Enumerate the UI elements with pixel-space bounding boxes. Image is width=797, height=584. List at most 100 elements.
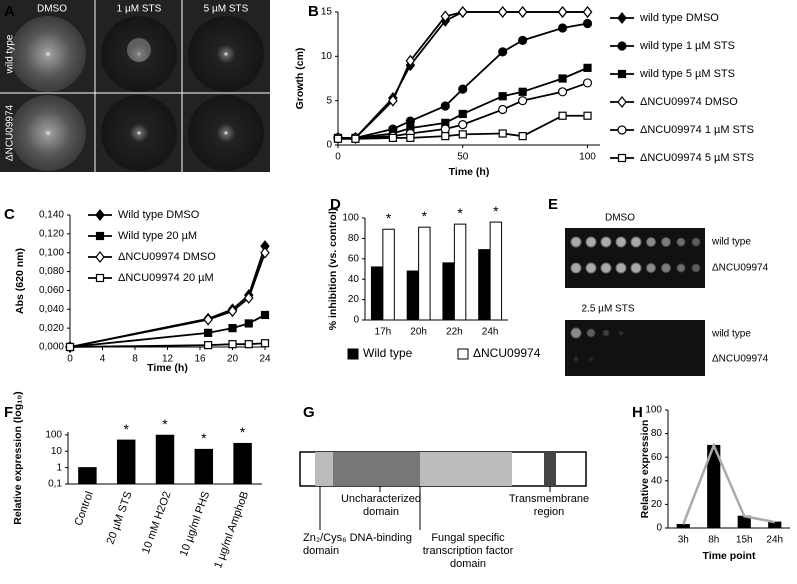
x-tick-label: Control: [73, 490, 96, 527]
y-tick-label: 80: [651, 428, 663, 439]
marker: [583, 111, 592, 120]
legend-label: ΔNCU09974 5 µM STS: [640, 152, 754, 164]
bar: [78, 467, 97, 485]
trend-line: [682, 442, 775, 525]
y-tick-label: 60: [651, 452, 663, 463]
y-tick-label: 0,140: [39, 210, 64, 221]
legend-swatch: [347, 348, 359, 360]
y-axis-label: Growth (cm): [294, 48, 306, 110]
bar: [116, 439, 136, 485]
x-tick-label: 20h: [410, 327, 427, 338]
x-tick-label: 24h: [482, 327, 499, 338]
marker: [557, 87, 568, 97]
marker: [458, 84, 468, 94]
marker: [228, 324, 237, 333]
y-tick-label: 0,040: [39, 304, 64, 315]
y-tick-label: 15: [321, 7, 333, 18]
x-tick-label: 3h: [678, 535, 689, 546]
x-tick-label: 20 µM STS: [105, 490, 135, 546]
legend-marker: [617, 41, 627, 51]
legend-label: wild type DMSO: [639, 12, 719, 24]
plate-photos: [0, 0, 270, 172]
y-tick-label: 40: [651, 475, 663, 486]
marker: [388, 94, 398, 107]
spot-strain: ΔNCU09974: [712, 354, 769, 365]
x-tick-label: 8: [132, 354, 138, 365]
marker: [518, 132, 527, 141]
x-tick-label: 24h: [766, 535, 783, 546]
marker: [558, 74, 567, 83]
x-tick-label: 22h: [446, 327, 463, 338]
legend-marker: [617, 153, 627, 163]
bar: [370, 266, 384, 321]
marker: [333, 134, 343, 143]
panel-letter: B: [308, 3, 319, 20]
x-tick-label: 15h: [736, 535, 753, 546]
y-tick-label: 20: [348, 294, 360, 305]
spot-condition: DMSO: [605, 213, 635, 224]
marker: [497, 6, 508, 18]
marker: [458, 130, 467, 139]
plate-column-label: 5 µM STS: [204, 4, 249, 15]
series-line: [338, 82, 588, 139]
marker: [260, 310, 270, 320]
legend-marker: [95, 209, 105, 221]
domain-label: Uncharacterized domain: [340, 493, 422, 518]
legend-marker: [617, 96, 627, 108]
legend-marker: [95, 231, 105, 241]
y-tick-label: 100: [342, 213, 359, 224]
marker: [228, 340, 237, 349]
bar: [676, 523, 690, 529]
significance-mark: *: [240, 424, 246, 440]
y-tick-label: 0: [656, 523, 662, 534]
y-axis-label: Relative expression: [639, 420, 651, 519]
marker: [457, 6, 468, 18]
domain-label: Transmembrane region: [508, 493, 590, 518]
significance-mark: *: [386, 210, 392, 226]
domain-label: Fungal specific transcription factor dom…: [422, 532, 514, 570]
y-tick-label: 80: [348, 233, 360, 244]
series-line: [69, 252, 266, 348]
plate-row-label: ΔNCU09974: [5, 104, 16, 161]
significance-mark: *: [457, 205, 463, 221]
y-tick-label: 1: [56, 462, 62, 473]
x-tick-label: 12: [162, 354, 174, 365]
bar: [382, 228, 395, 321]
marker: [582, 78, 593, 88]
x-tick-label: 8h: [708, 535, 719, 546]
y-tick-label: 0,120: [39, 228, 64, 239]
legend-marker: [617, 12, 627, 24]
marker: [405, 116, 415, 126]
marker: [440, 124, 450, 134]
bar: [418, 226, 431, 321]
y-tick-label: 0,080: [39, 266, 64, 277]
legend-label: ΔNCU09974 20 µM: [118, 272, 214, 284]
legend-label: wild type 5 µM STS: [639, 68, 735, 80]
spot-strain: ΔNCU09974: [712, 263, 769, 274]
domain-label: Zn₂/Cys₆ DNA-binding domain: [303, 532, 412, 557]
legend-label: Wild type: [363, 346, 413, 360]
bar: [453, 223, 467, 321]
marker: [557, 6, 568, 18]
y-axis-label: Abs (620 nm): [14, 248, 26, 314]
marker: [440, 10, 451, 23]
series-line: [338, 114, 588, 140]
y-tick-label: 10: [51, 446, 63, 457]
marker: [518, 87, 527, 96]
marker: [498, 47, 508, 57]
spot-strain: wild type: [711, 329, 751, 340]
y-tick-label: 100: [45, 430, 62, 441]
y-tick-label: 0,000: [39, 342, 64, 353]
marker: [405, 54, 416, 67]
marker: [498, 129, 507, 138]
marker: [244, 340, 253, 349]
y-tick-label: 0: [353, 315, 359, 326]
significance-mark: *: [201, 430, 207, 446]
bar: [155, 434, 175, 485]
legend-marker: [95, 273, 105, 283]
x-tick-label: 50: [457, 152, 469, 163]
plate-column-label: 1 µM STS: [117, 4, 162, 15]
marker: [65, 342, 75, 352]
legend-label: wild type 1 µM STS: [639, 40, 735, 52]
legend-swatch: [457, 348, 469, 360]
